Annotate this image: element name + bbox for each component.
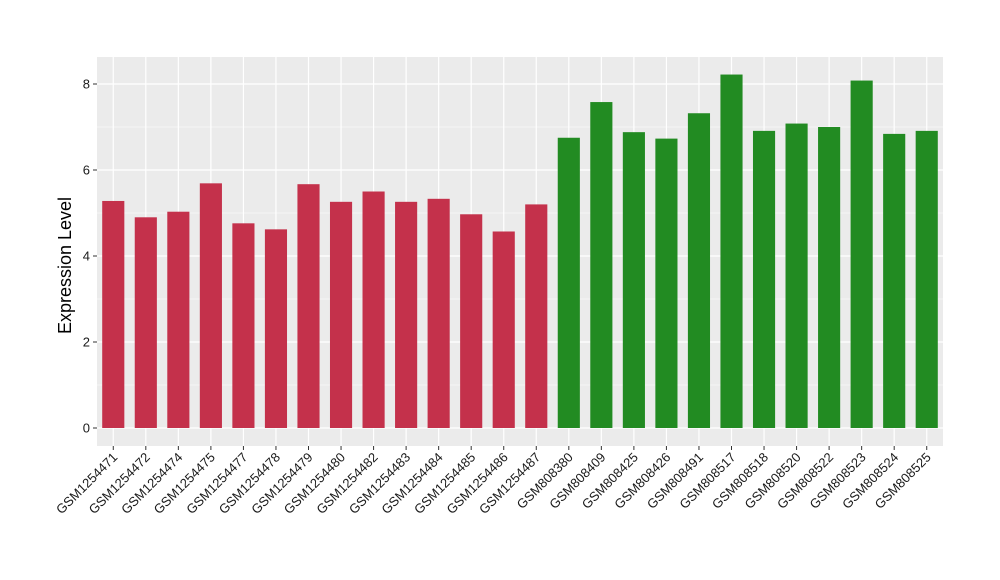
y-tick-label: 6 bbox=[83, 163, 90, 178]
bars-group bbox=[102, 74, 938, 429]
y-axis: 0 2 4 6 8 bbox=[83, 77, 97, 436]
bar-GSM808520 bbox=[785, 123, 808, 428]
y-axis-title: Expression Level bbox=[55, 197, 75, 334]
bar-GSM808523 bbox=[850, 80, 873, 428]
bar-GSM808426 bbox=[655, 138, 678, 429]
bar-GSM1254475 bbox=[199, 183, 222, 428]
y-tick-label: 0 bbox=[83, 421, 90, 436]
bar-GSM808409 bbox=[590, 102, 613, 428]
bar-GSM1254478 bbox=[264, 229, 288, 428]
bar-GSM1254485 bbox=[460, 214, 483, 428]
bar-GSM808525 bbox=[915, 130, 938, 428]
bar-GSM1254471 bbox=[102, 200, 125, 428]
bar-GSM1254474 bbox=[167, 211, 190, 428]
bar-GSM1254482 bbox=[362, 191, 385, 428]
bar-GSM808380 bbox=[557, 137, 580, 428]
bar-GSM1254472 bbox=[134, 217, 157, 428]
bar-GSM808518 bbox=[752, 130, 776, 428]
plot-panel bbox=[97, 57, 943, 446]
y-tick-label: 4 bbox=[83, 249, 90, 264]
bar-GSM808517 bbox=[720, 74, 743, 428]
bar-GSM1254479 bbox=[297, 184, 320, 428]
bar-GSM808425 bbox=[622, 132, 645, 428]
y-tick-label: 2 bbox=[83, 335, 90, 350]
bar-GSM1254484 bbox=[427, 198, 450, 428]
bar-GSM808491 bbox=[687, 113, 711, 429]
bar-GSM1254487 bbox=[525, 204, 548, 428]
bar-GSM808522 bbox=[818, 127, 841, 428]
bar-GSM1254480 bbox=[329, 201, 353, 428]
x-axis: GSM1254471GSM1254472GSM1254474GSM1254475… bbox=[53, 446, 934, 517]
y-tick-label: 8 bbox=[83, 77, 90, 92]
bar-GSM1254477 bbox=[232, 223, 255, 428]
bar-GSM1254483 bbox=[395, 201, 418, 428]
bar-GSM1254486 bbox=[492, 231, 515, 428]
bar-GSM808524 bbox=[883, 133, 906, 428]
